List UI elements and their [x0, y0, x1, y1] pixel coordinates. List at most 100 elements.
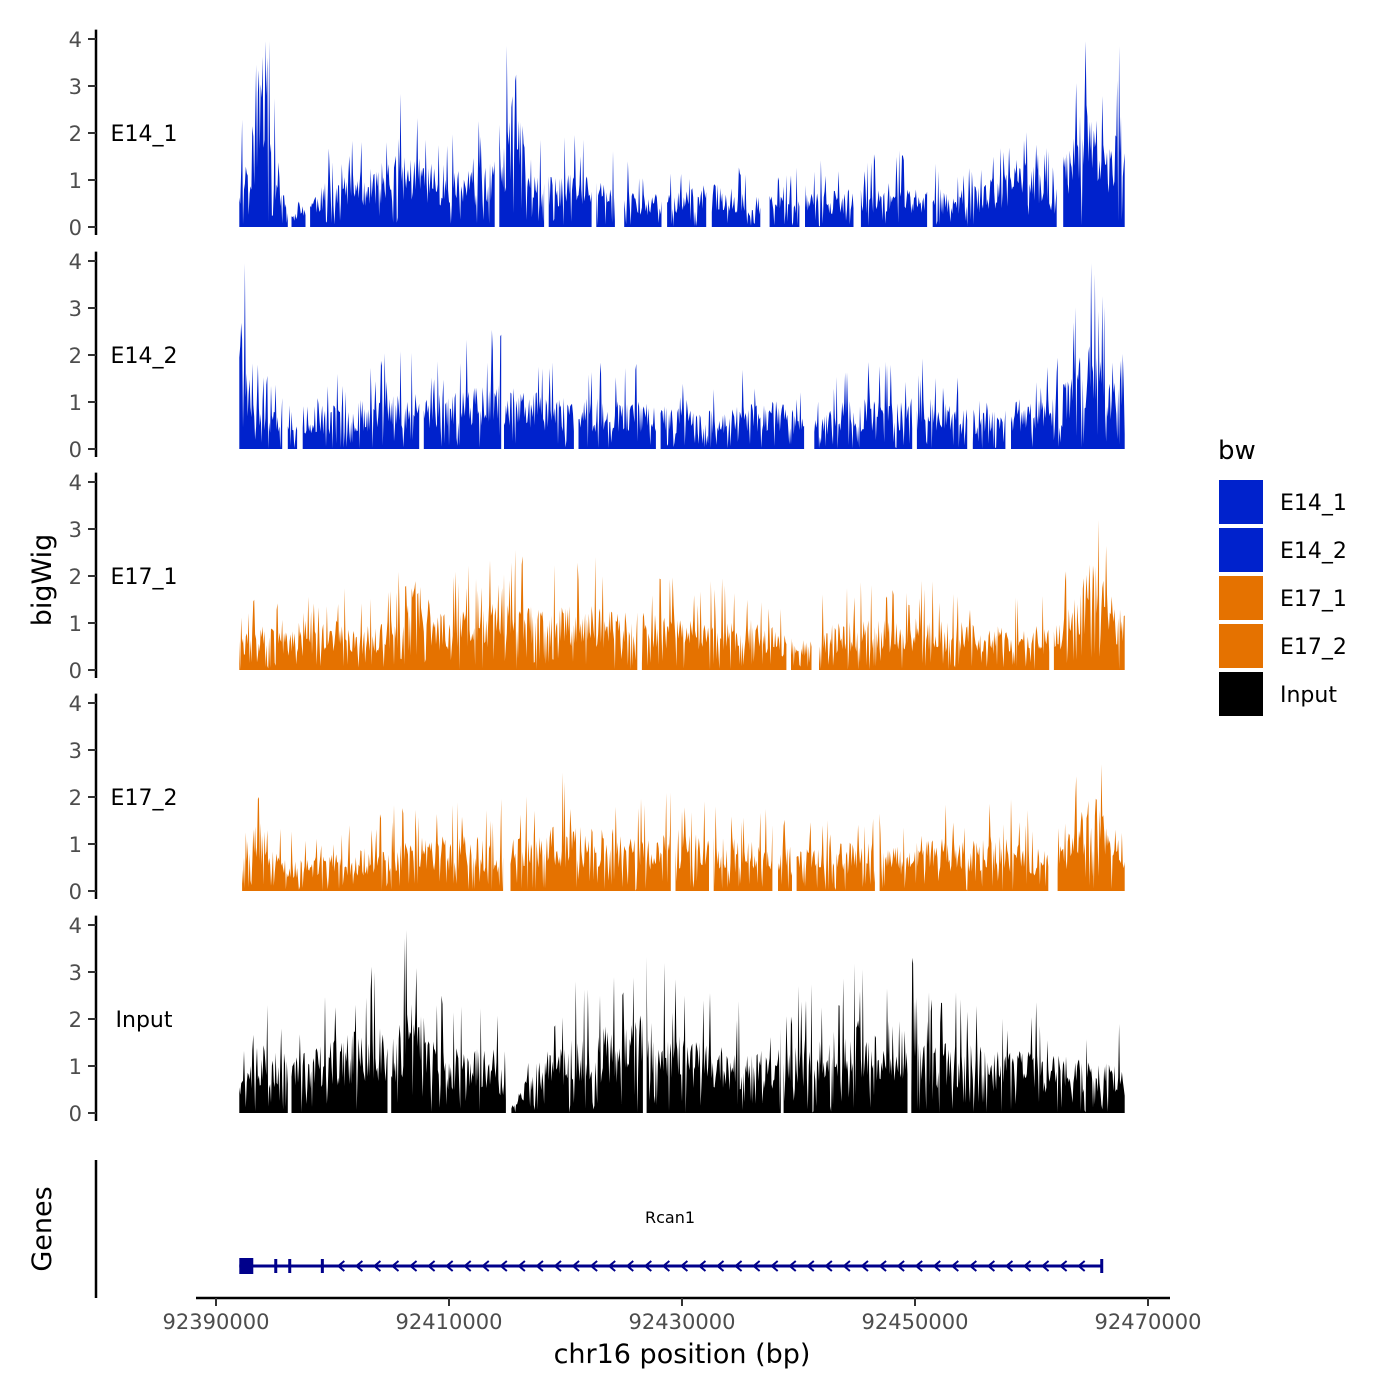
gene-exon	[239, 1258, 254, 1274]
legend-label: Input	[1280, 683, 1337, 708]
y-tick-label: 1	[69, 391, 82, 415]
strand-arrow	[1077, 1260, 1086, 1272]
strand-arrow	[661, 1260, 671, 1272]
y-tick-label: 3	[69, 961, 82, 985]
strand-arrow	[752, 1260, 761, 1272]
track-e17-1: 0 1 2 3 4 E17_1	[69, 471, 1125, 683]
track-e14-2: 0 1 2 3 4 E14_2	[69, 250, 1125, 462]
y-tick-label: 3	[69, 75, 82, 99]
strand-arrow	[481, 1260, 490, 1272]
x-axis: 92390000 92410000 92430000 92450000 9247…	[163, 1296, 1202, 1370]
strand-arrow	[770, 1260, 779, 1272]
strand-arrow	[354, 1260, 364, 1272]
legend-swatch	[1219, 528, 1263, 572]
signal-area-e17-2	[242, 764, 1125, 891]
track-label: Input	[116, 1008, 173, 1033]
x-tick-label: 92470000	[1095, 1310, 1202, 1334]
gene-exon	[274, 1259, 278, 1273]
legend-swatch	[1219, 480, 1263, 524]
strand-arrow	[463, 1260, 472, 1272]
strand-arrow	[1004, 1260, 1014, 1272]
strand-arrow	[553, 1260, 562, 1272]
y-tick-label: 2	[69, 1008, 82, 1032]
legend-item-e14-2: E14_2	[1219, 528, 1347, 572]
y-tick-label: 1	[69, 169, 82, 193]
y-tick-label: 4	[69, 471, 82, 495]
strand-arrow	[1059, 1260, 1068, 1272]
strand-arrow	[950, 1260, 959, 1272]
legend-swatch	[1219, 576, 1263, 620]
strand-arrow	[734, 1260, 743, 1272]
strand-arrow	[499, 1260, 508, 1272]
x-tick-label: 92410000	[396, 1310, 503, 1334]
signal-area-e17-1	[239, 520, 1125, 670]
y-tick-label: 3	[69, 518, 82, 542]
y-tick-label: 2	[69, 344, 82, 368]
strand-arrow	[336, 1260, 345, 1272]
legend-item-e17-2: E17_2	[1219, 624, 1347, 668]
strand-arrow	[896, 1260, 905, 1272]
legend-title: bw	[1218, 436, 1256, 466]
strand-arrow	[643, 1260, 652, 1272]
track-label: E17_1	[111, 565, 178, 590]
strand-arrow	[517, 1260, 526, 1272]
strand-arrow	[842, 1260, 851, 1272]
legend-label: E17_1	[1280, 587, 1347, 612]
legend-label: E17_2	[1280, 635, 1347, 660]
strand-arrow	[986, 1260, 996, 1272]
genes-track-title: Genes	[27, 1186, 58, 1271]
track-label: E14_2	[111, 344, 178, 369]
strand-arrow	[427, 1260, 436, 1272]
y-tick-label: 2	[69, 786, 82, 810]
track-e17-2: 0 1 2 3 4 E17_2	[69, 692, 1125, 904]
strand-arrow	[697, 1260, 707, 1272]
strand-arrow	[445, 1260, 454, 1272]
y-tick-label: 0	[69, 1102, 82, 1126]
strand-arrow	[914, 1260, 923, 1272]
track-e14-1: 0 1 2 3 4 E14_1	[69, 28, 1125, 240]
strand-arrow	[806, 1260, 815, 1272]
track-input: 0 1 2 3 4 Input	[69, 914, 1125, 1126]
genes-track: Genes Rcan1	[27, 1160, 1104, 1298]
strand-arrow	[860, 1260, 869, 1272]
y-tick-label: 4	[69, 914, 82, 938]
y-tick-label: 1	[69, 1055, 82, 1079]
y-axis-title: bigWig	[27, 534, 58, 627]
y-tick-label: 0	[69, 216, 82, 240]
strand-arrow	[1022, 1260, 1032, 1272]
strand-arrow	[932, 1260, 941, 1272]
strand-arrow	[390, 1260, 400, 1272]
strand-arrow	[372, 1260, 382, 1272]
y-tick-label: 2	[69, 122, 82, 146]
strand-arrow	[607, 1260, 616, 1272]
legend-swatch	[1219, 672, 1263, 716]
legend-label: E14_2	[1280, 539, 1347, 564]
y-tick-label: 4	[69, 692, 82, 716]
x-tick-label: 92430000	[629, 1310, 736, 1334]
legend-swatch	[1219, 624, 1263, 668]
legend: bw E14_1 E14_2 E17_1 E17_2 Input	[1218, 436, 1347, 716]
strand-arrow	[878, 1260, 887, 1272]
y-tick-label: 2	[69, 565, 82, 589]
x-tick-label: 92390000	[163, 1310, 270, 1334]
strand-arrow	[968, 1260, 977, 1272]
y-tick-label: 1	[69, 612, 82, 636]
signal-area-e14-1	[239, 41, 1125, 227]
signal-area-input	[239, 930, 1125, 1113]
legend-item-input: Input	[1219, 672, 1337, 716]
strand-arrow	[824, 1260, 833, 1272]
strand-arrow	[535, 1260, 544, 1272]
strand-arrow	[408, 1260, 418, 1272]
gene-exon	[288, 1259, 292, 1273]
legend-item-e14-1: E14_1	[1219, 480, 1347, 524]
x-tick-label: 92450000	[862, 1310, 969, 1334]
strand-arrow	[788, 1260, 797, 1272]
y-tick-label: 4	[69, 28, 82, 52]
gene-label-rcan1: Rcan1	[645, 1208, 695, 1227]
strand-arrow	[571, 1260, 580, 1272]
legend-label: E14_1	[1280, 491, 1347, 516]
y-tick-label: 3	[69, 297, 82, 321]
track-label: E17_2	[111, 786, 178, 811]
signal-tracks: 0 1 2 3 4 E14_1 0 1 2 3 4 E14_2 0 1 2 3 4 E17_1 0 1 2 3 4 E17_2…	[69, 28, 1125, 1126]
